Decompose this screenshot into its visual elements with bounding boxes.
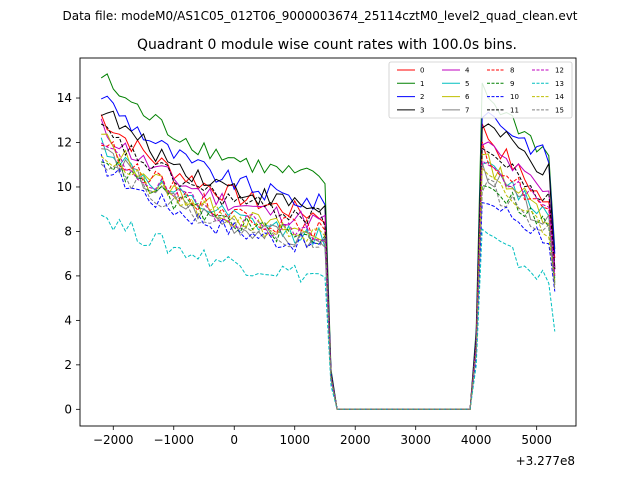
series-line-2: [100, 95, 556, 410]
legend-label-4: 4: [465, 67, 470, 75]
legend-label-8: 8: [510, 67, 514, 75]
x-tick-label: 3000: [400, 433, 431, 447]
chart-suptitle: Data file: modeM0/AS1C05_012T06_90000036…: [62, 9, 577, 23]
legend-label-12: 12: [555, 67, 564, 75]
legend-label-14: 14: [555, 93, 564, 101]
legend-frame: [388, 61, 573, 119]
series-line-6: [101, 133, 556, 410]
x-tick-label: 4000: [461, 433, 492, 447]
x-tick-label: 1000: [279, 433, 310, 447]
legend-label-13: 13: [555, 80, 564, 88]
legend-label-9: 9: [510, 80, 514, 88]
x-tick-label: 2000: [340, 433, 371, 447]
legend-label-6: 6: [465, 93, 470, 101]
legend-label-11: 11: [510, 106, 519, 114]
x-tick-label: 5000: [521, 433, 552, 447]
legend-label-7: 7: [465, 106, 469, 114]
legend-label-5: 5: [465, 80, 469, 88]
series-line-3: [101, 110, 556, 410]
series-line-15: [100, 163, 556, 410]
series-line-10: [100, 153, 556, 410]
series-line-7: [101, 148, 556, 410]
x-tick-label: −2000: [93, 433, 134, 447]
legend-label-3: 3: [420, 106, 424, 114]
y-tick-label: 10: [57, 180, 72, 194]
legend-label-2: 2: [420, 93, 424, 101]
legend-label-1: 1: [420, 80, 424, 88]
series-line-13: [100, 214, 556, 410]
legend-label-15: 15: [555, 106, 564, 114]
y-tick-label: 12: [57, 135, 72, 149]
series-line-8: [101, 140, 556, 410]
y-tick-label: 8: [64, 224, 72, 238]
axes-frame: [79, 57, 577, 427]
legend-label-0: 0: [420, 67, 424, 75]
legend-label-10: 10: [510, 93, 519, 101]
series-line-14: [100, 155, 556, 410]
y-tick-label: 4: [64, 313, 72, 327]
x-tick-label: −1000: [153, 433, 194, 447]
series-line-1: [100, 73, 556, 410]
series-line-12: [100, 142, 556, 410]
chart-title: Quadrant 0 module wise count rates with …: [137, 37, 517, 53]
y-tick-label: 14: [57, 91, 72, 105]
y-tick-label: 2: [64, 358, 72, 372]
series-line-11: [100, 123, 556, 410]
y-tick-label: 0: [64, 402, 72, 416]
x-offset-label: +3.277e8: [516, 454, 575, 468]
y-tick-label: 6: [64, 269, 72, 283]
axis-ticks: −2000 −1000 0 1000 2000 3000 4000 5000 0 2 4 6 8 10 12…: [57, 91, 552, 447]
series-line-9: [101, 158, 556, 410]
x-tick-label: 0: [230, 433, 238, 447]
plot-lines: [100, 73, 556, 410]
